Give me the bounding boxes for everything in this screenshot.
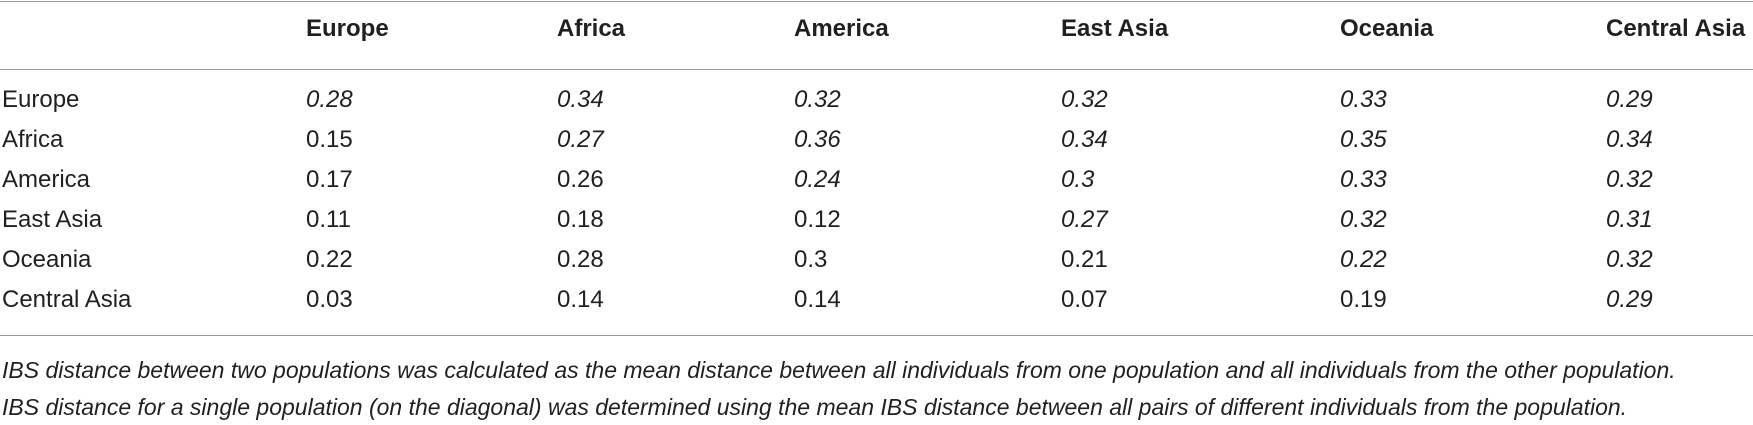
table-footnote-1: IBS distance between two populations was…: [2, 357, 1676, 383]
table-cell: 0.34: [557, 86, 604, 113]
table-cell: 0.07: [1061, 286, 1108, 313]
row-label: Oceania: [2, 246, 92, 273]
table-cell: 0.28: [306, 86, 353, 113]
table-cell: 0.34: [1606, 126, 1653, 153]
table-cell: 0.11: [306, 206, 351, 233]
table-cell: 0.3: [1061, 166, 1095, 193]
table-cell: 0.29: [1606, 86, 1653, 113]
table-cell: 0.32: [794, 86, 841, 113]
header-cell-oceania: Oceania: [1340, 15, 1434, 42]
table-cell: 0.17: [306, 166, 353, 193]
table-cell: 0.15: [306, 126, 353, 153]
table-cell: 0.21: [1061, 246, 1108, 273]
header-cell-america: America: [794, 15, 889, 42]
table-cell: 0.3: [794, 246, 828, 273]
table-row: Central Asia 0.03 0.14 0.14 0.07 0.19 0.…: [0, 280, 1753, 320]
row-label: Africa: [2, 126, 64, 153]
table-row: America 0.17 0.26 0.24 0.3 0.33 0.32: [0, 160, 1753, 200]
row-label: America: [2, 166, 91, 193]
table-cell: 0.24: [794, 166, 841, 193]
table-cell: 0.27: [1061, 206, 1108, 233]
header-cell-east-asia: East Asia: [1061, 15, 1169, 42]
header-cell-europe: Europe: [306, 15, 389, 42]
table-cell: 0.32: [1061, 86, 1108, 113]
table-cell: 0.14: [557, 286, 604, 313]
table-cell: 0.26: [557, 166, 604, 193]
table-row: Africa 0.15 0.27 0.36 0.34 0.35 0.34: [0, 120, 1753, 160]
table-cell: 0.03: [306, 286, 353, 313]
table-cell: 0.34: [1061, 126, 1108, 153]
table-cell: 0.33: [1340, 166, 1387, 193]
table-cell: 0.29: [1606, 286, 1653, 313]
table-row: Oceania 0.22 0.28 0.3 0.21 0.22 0.32: [0, 240, 1753, 280]
table-cell: 0.31: [1606, 206, 1653, 233]
table-row: East Asia 0.11 0.18 0.12 0.27 0.32 0.31: [0, 200, 1753, 240]
table-footnote-2: IBS distance for a single population (on…: [2, 394, 1628, 420]
table-cell: 0.27: [557, 126, 604, 153]
table-cell: 0.32: [1606, 166, 1653, 193]
row-label: Europe: [2, 86, 80, 113]
table-cell: 0.14: [794, 286, 841, 313]
table-cell: 0.22: [306, 246, 353, 273]
row-label: East Asia: [2, 206, 103, 233]
header-cell-africa: Africa: [557, 15, 626, 42]
table-cell: 0.32: [1606, 246, 1653, 273]
table-cell: 0.32: [1340, 206, 1387, 233]
table-cell: 0.12: [794, 206, 841, 233]
table-top-rule: [0, 1, 1753, 2]
table-cell: 0.18: [557, 206, 604, 233]
table-row: Europe 0.28 0.34 0.32 0.32 0.33 0.29: [0, 80, 1753, 120]
table-cell: 0.33: [1340, 86, 1387, 113]
table-bottom-rule: [0, 335, 1753, 336]
table-cell: 0.28: [557, 246, 604, 273]
table-header-rule: [0, 69, 1753, 70]
header-cell-central-asia: Central Asia: [1606, 15, 1746, 42]
table-cell: 0.36: [794, 126, 841, 153]
table-cell: 0.22: [1340, 246, 1387, 273]
table-cell: 0.19: [1340, 286, 1387, 313]
table-cell: 0.35: [1340, 126, 1387, 153]
row-label: Central Asia: [2, 286, 132, 313]
table-header-row: Europe Africa America East Asia Oceania …: [0, 9, 1753, 49]
